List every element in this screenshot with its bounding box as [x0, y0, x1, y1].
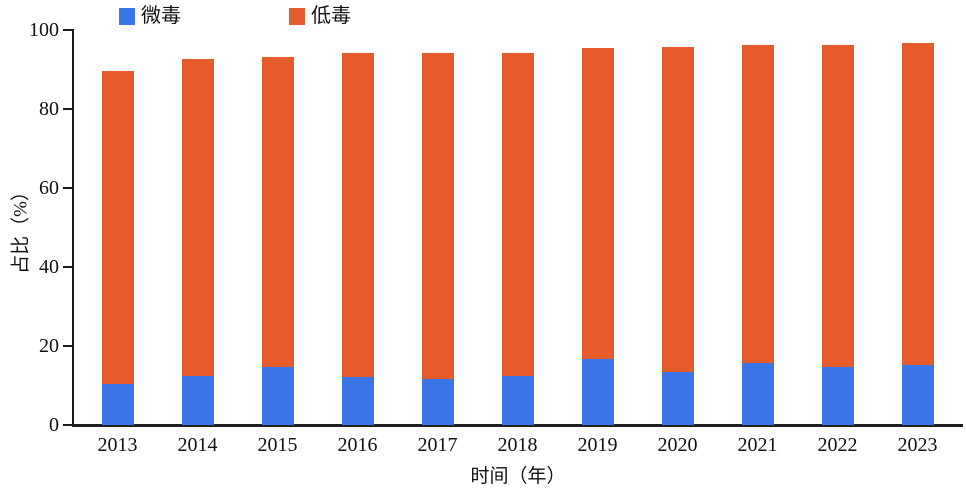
bar-segment-低毒-2019: [581, 47, 614, 359]
bar-segment-低毒-2023: [901, 43, 934, 365]
x-tick-label-2019: 2019: [577, 434, 618, 456]
x-tick-label-2018: 2018: [497, 434, 538, 456]
y-axis-tick: [63, 29, 72, 31]
bar-segment-微毒-2023: [901, 364, 934, 425]
x-tick-label-2015: 2015: [257, 434, 298, 456]
x-tick-label-2013: 2013: [97, 434, 138, 456]
y-tick-label: 40: [39, 256, 59, 278]
bar-segment-微毒-2021: [741, 362, 774, 425]
y-axis-tick: [63, 345, 72, 347]
bar-segment-低毒-2014: [181, 59, 214, 377]
bar-segment-微毒-2020: [661, 371, 694, 425]
x-tick-label-2021: 2021: [737, 434, 778, 456]
bar-segment-低毒-2022: [821, 45, 854, 368]
bar-segment-微毒-2014: [181, 376, 214, 425]
bar-segment-微毒-2017: [421, 378, 454, 425]
legend-item-weidu: 微毒: [119, 4, 181, 28]
bar-segment-低毒-2021: [741, 45, 774, 363]
x-tick-label-2023: 2023: [897, 434, 938, 456]
y-axis-line: [72, 29, 74, 426]
x-axis-line: [72, 424, 963, 427]
x-tick-label-2022: 2022: [817, 434, 858, 456]
bar-segment-低毒-2015: [261, 56, 294, 367]
y-axis-tick: [63, 266, 72, 268]
bar-segment-低毒-2017: [421, 52, 454, 379]
y-axis-tick: [63, 424, 72, 426]
y-tick-label: 60: [39, 177, 59, 199]
y-tick-label: 0: [49, 414, 59, 436]
y-tick-label: 20: [39, 335, 59, 357]
legend-label-didu: 低毒: [311, 5, 351, 27]
x-axis-title: 时间（年）: [470, 466, 566, 487]
bar-segment-低毒-2013: [101, 71, 134, 384]
bar-segment-低毒-2020: [661, 47, 694, 372]
legend-swatch-didu: [289, 7, 305, 25]
bar-segment-微毒-2019: [581, 358, 614, 425]
legend-item-didu: 低毒: [289, 4, 351, 28]
bar-segment-低毒-2016: [341, 52, 374, 377]
legend-label-weidu: 微毒: [141, 5, 181, 27]
x-tick-label-2014: 2014: [177, 434, 218, 456]
bar-segment-微毒-2013: [101, 383, 134, 425]
x-tick-label-2020: 2020: [657, 434, 698, 456]
x-tick-label-2016: 2016: [337, 434, 378, 456]
bar-segment-微毒-2022: [821, 367, 854, 425]
y-axis-tick: [63, 108, 72, 110]
bar-segment-微毒-2018: [501, 376, 534, 425]
y-axis-tick: [63, 187, 72, 189]
bar-segment-微毒-2016: [341, 376, 374, 425]
bar-segment-低毒-2018: [501, 52, 534, 376]
y-tick-label: 100: [29, 19, 59, 41]
y-tick-label: 80: [39, 98, 59, 120]
legend-swatch-weidu: [119, 7, 135, 25]
bar-segment-微毒-2015: [261, 366, 294, 425]
x-tick-label-2017: 2017: [417, 434, 458, 456]
